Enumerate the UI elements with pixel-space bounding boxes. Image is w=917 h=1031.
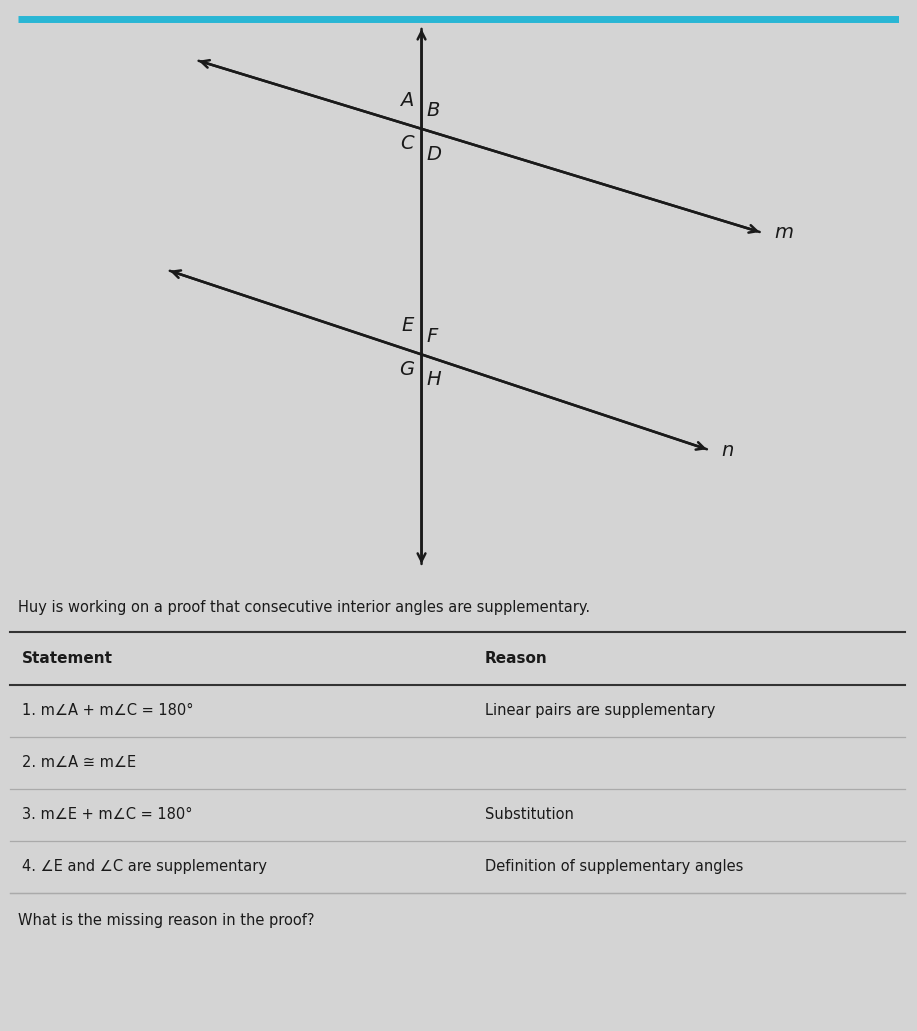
Text: H: H <box>426 370 441 390</box>
Text: 3. m∠E + m∠C = 180°: 3. m∠E + m∠C = 180° <box>22 807 193 822</box>
Text: Definition of supplementary angles: Definition of supplementary angles <box>485 859 744 874</box>
Text: 1. m∠A + m∠C = 180°: 1. m∠A + m∠C = 180° <box>22 703 193 718</box>
Text: Linear pairs are supplementary: Linear pairs are supplementary <box>485 703 715 718</box>
Text: m: m <box>774 224 793 242</box>
Text: D: D <box>426 144 441 164</box>
Text: Substitution: Substitution <box>485 807 574 822</box>
Text: E: E <box>402 317 414 335</box>
Text: 2. m∠A ≅ m∠E: 2. m∠A ≅ m∠E <box>22 755 136 770</box>
Text: C: C <box>400 134 414 154</box>
Text: Reason: Reason <box>485 651 547 666</box>
Text: G: G <box>399 360 414 378</box>
Text: Statement: Statement <box>22 651 113 666</box>
Text: Huy is working on a proof that consecutive interior angles are supplementary.: Huy is working on a proof that consecuti… <box>18 600 591 616</box>
Text: n: n <box>721 440 734 460</box>
Text: A: A <box>401 91 414 109</box>
Text: B: B <box>426 101 440 121</box>
Text: 4. ∠E and ∠C are supplementary: 4. ∠E and ∠C are supplementary <box>22 859 267 874</box>
Text: F: F <box>426 327 437 346</box>
Text: What is the missing reason in the proof?: What is the missing reason in the proof? <box>18 912 315 928</box>
